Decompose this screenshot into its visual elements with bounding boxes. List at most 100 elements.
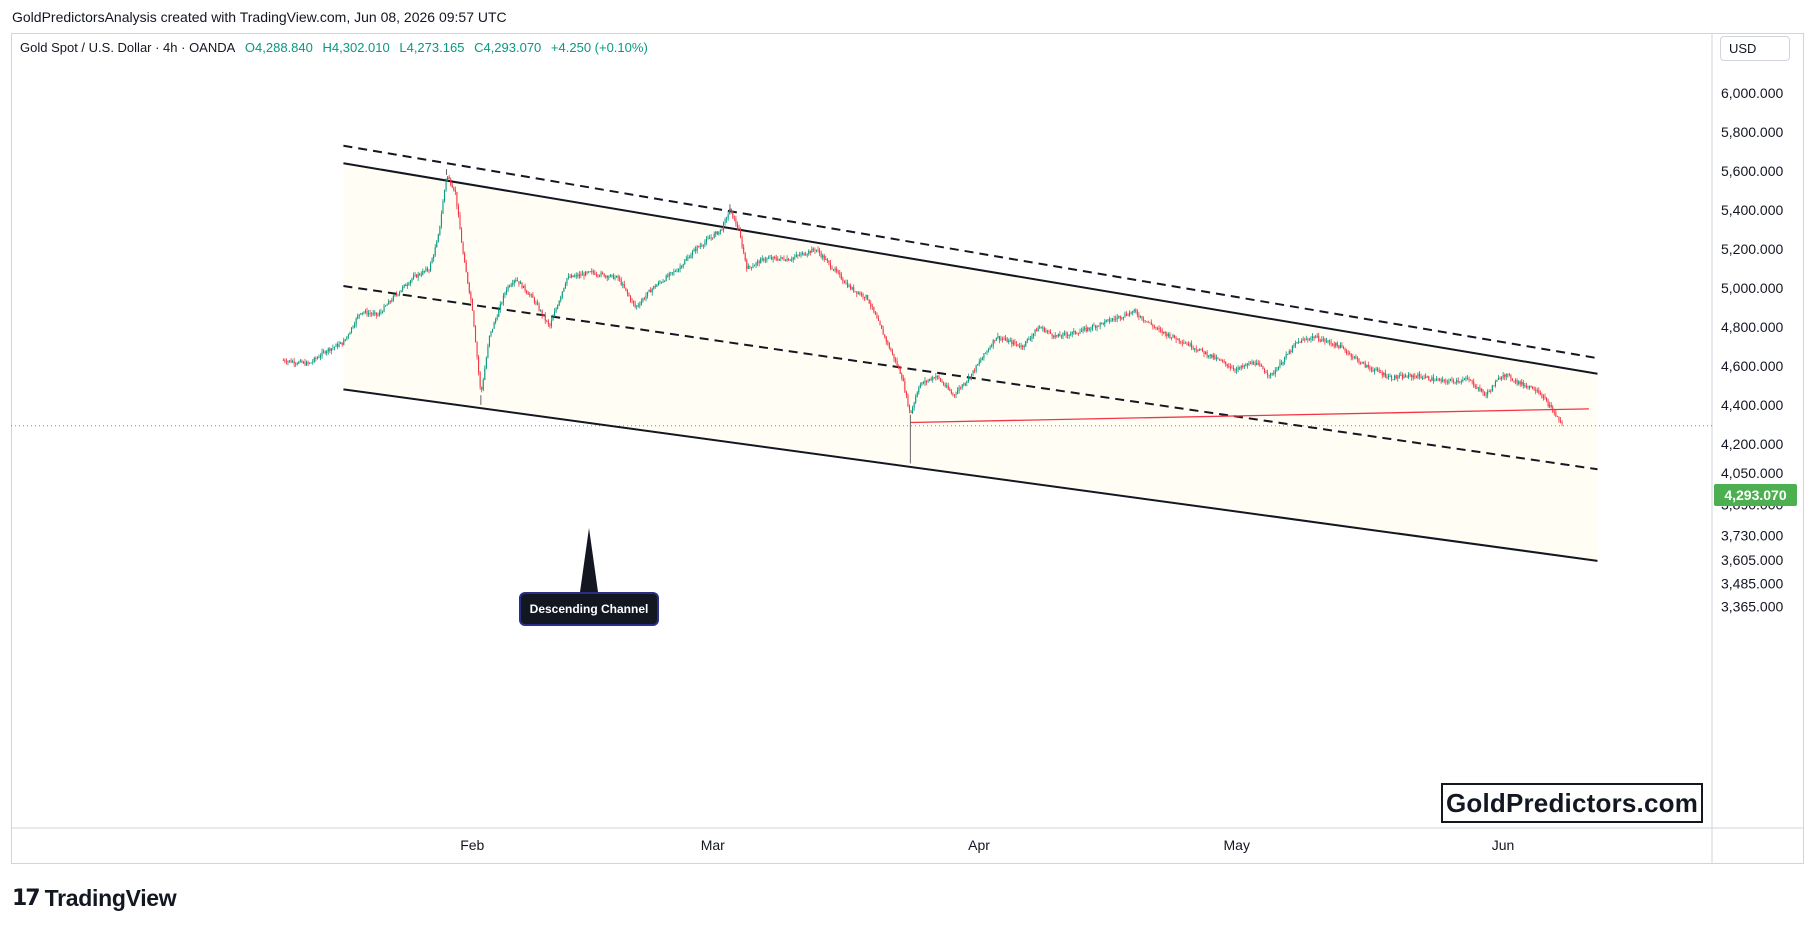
candle-body — [761, 258, 763, 260]
candle-body — [1022, 345, 1024, 348]
candle-body — [1329, 340, 1331, 343]
candle-body — [1167, 333, 1169, 337]
candle-body — [851, 287, 853, 290]
candle-body — [983, 353, 985, 358]
candle-body — [1265, 372, 1267, 374]
candle-body — [722, 222, 725, 231]
y-tick-label: 3,730.000 — [1721, 528, 1783, 544]
upper-channel-line[interactable] — [343, 162, 1598, 375]
candle-body — [589, 271, 591, 273]
candle-body — [1386, 377, 1388, 378]
candle-body — [1124, 313, 1126, 317]
candle-body — [1006, 338, 1008, 343]
candle-body — [406, 284, 408, 286]
candle-body — [1205, 352, 1207, 354]
descending-channel-callout[interactable]: Descending Channel — [519, 592, 659, 626]
candle-body — [741, 237, 743, 248]
candle-body — [1102, 322, 1104, 325]
candle-body — [1273, 372, 1275, 374]
candle-body — [1431, 377, 1433, 381]
candle-body — [448, 176, 450, 180]
candle-body — [603, 273, 605, 277]
candle-body — [1194, 348, 1196, 350]
tradingview-logo-icon: 17 — [12, 886, 41, 911]
candle-body — [944, 384, 946, 387]
candle-body — [1429, 379, 1431, 381]
candle-body — [777, 259, 779, 261]
candle-body — [1322, 338, 1324, 340]
candle-body — [1553, 411, 1555, 413]
candle-body — [910, 410, 912, 414]
candle-body — [296, 363, 298, 365]
candle-body — [850, 285, 852, 290]
candle-body — [1285, 354, 1287, 358]
candle-body — [626, 290, 628, 294]
candle-body — [434, 247, 436, 256]
candle-body — [1077, 333, 1080, 335]
candle-body — [1420, 376, 1422, 379]
candle-body — [1174, 335, 1176, 338]
candle-body — [1074, 330, 1076, 334]
candle-body — [318, 357, 320, 359]
candle-body — [657, 282, 659, 285]
candle-body — [1169, 333, 1171, 338]
candle-body — [769, 257, 771, 259]
candle-body — [1101, 322, 1103, 324]
candle-body — [1473, 381, 1475, 386]
candle-body — [523, 285, 525, 289]
candle-body — [1189, 343, 1191, 346]
support-line[interactable] — [910, 408, 1589, 424]
candle-body — [532, 294, 534, 298]
candle-body — [1401, 374, 1403, 379]
outer-upper-line[interactable] — [343, 144, 1598, 360]
candle-body — [1333, 344, 1335, 347]
candle-body — [1311, 336, 1314, 339]
candle-body — [1347, 353, 1349, 354]
candle-body — [476, 342, 478, 357]
candle-body — [746, 260, 748, 269]
y-tick-label: 3,485.000 — [1721, 575, 1783, 591]
candle-body — [1341, 344, 1343, 348]
currency-selector[interactable]: USD — [1720, 36, 1790, 61]
candle-body — [1214, 355, 1216, 359]
candle-body — [1211, 354, 1213, 358]
candle-body — [907, 395, 909, 407]
candle-body — [901, 373, 903, 378]
candle-body — [721, 229, 723, 231]
candle-body — [780, 257, 782, 259]
candle-body — [543, 315, 545, 316]
candle-body — [930, 378, 932, 380]
candle-body — [1073, 330, 1075, 332]
candle-body — [637, 305, 639, 307]
candle-body — [1487, 391, 1489, 395]
candle-body — [1544, 396, 1546, 399]
candle-body — [377, 314, 379, 316]
candle-body — [1234, 369, 1236, 371]
candle-body — [814, 250, 816, 251]
candle-body — [430, 263, 432, 271]
candle-body — [1522, 382, 1524, 386]
candle-body — [679, 266, 681, 269]
candle-body — [372, 313, 374, 315]
candle-body — [1391, 376, 1393, 380]
candle-body — [1445, 380, 1447, 382]
lower-channel-line[interactable] — [343, 388, 1598, 562]
candle-body — [733, 218, 735, 220]
candle-body — [560, 296, 562, 301]
candle-body — [1009, 340, 1011, 342]
x-tick-label: Mar — [701, 837, 725, 853]
candle-body — [516, 280, 518, 282]
candle-body — [727, 214, 729, 219]
candle-body — [1036, 329, 1038, 332]
candle-body — [1350, 353, 1352, 358]
candle-body — [963, 384, 965, 386]
candle-body — [898, 365, 900, 368]
candle-body — [1477, 387, 1479, 389]
tradingview-logo[interactable]: 17 TradingView — [12, 885, 177, 912]
candle-body — [1212, 355, 1214, 358]
candle-body — [1037, 327, 1039, 332]
candle-body — [1454, 381, 1456, 383]
candle-body — [955, 393, 957, 395]
candle-body — [481, 387, 483, 390]
